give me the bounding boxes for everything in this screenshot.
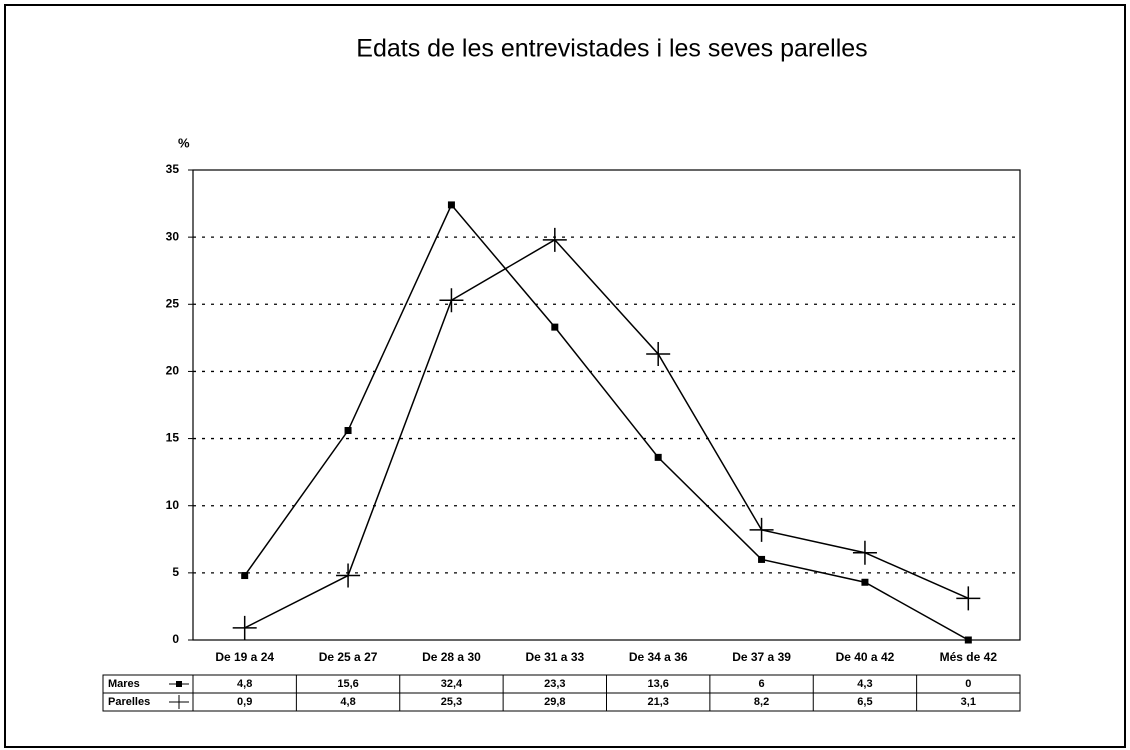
y-tick-label: 15 xyxy=(166,431,180,445)
table-cell: 23,3 xyxy=(544,678,565,690)
frame xyxy=(4,4,1126,748)
x-tick-label: Més de 42 xyxy=(940,650,998,664)
data-point xyxy=(542,227,567,252)
data-point xyxy=(344,427,352,435)
x-tick-label: De 25 a 27 xyxy=(319,650,378,664)
data-point xyxy=(447,201,455,209)
data-point xyxy=(336,563,361,588)
y-tick-label: 25 xyxy=(166,296,180,310)
table-cell: 25,3 xyxy=(441,696,462,708)
x-tick-label: De 19 a 24 xyxy=(215,650,274,664)
data-point xyxy=(749,517,774,542)
y-tick-label: 10 xyxy=(166,498,180,512)
data-point xyxy=(646,341,671,366)
table-cell: 3,1 xyxy=(961,696,976,708)
legend-marker xyxy=(176,681,182,687)
y-tick-label: 0 xyxy=(172,632,179,646)
y-tick-label: 5 xyxy=(172,565,179,579)
chart-title: Edats de les entrevistades i les seves p… xyxy=(356,35,867,63)
table-cell: 15,6 xyxy=(337,678,358,690)
x-tick-label: De 34 a 36 xyxy=(629,650,688,664)
table-cell: 6,5 xyxy=(857,696,872,708)
data-point xyxy=(758,555,766,563)
x-tick-label: De 28 a 30 xyxy=(422,650,481,664)
table-cell: 13,6 xyxy=(647,678,668,690)
x-tick-label: De 31 a 33 xyxy=(525,650,584,664)
table-cell: 0 xyxy=(965,678,971,690)
series-line xyxy=(244,238,969,629)
y-tick-label: 20 xyxy=(166,364,180,378)
legend-label: Parelles xyxy=(108,696,150,708)
data-point xyxy=(956,586,981,611)
x-tick-label: De 40 a 42 xyxy=(836,650,895,664)
table-cell: 4,3 xyxy=(857,678,872,690)
data-point xyxy=(241,572,249,580)
y-axis-label: % xyxy=(178,135,190,150)
table-cell: 32,4 xyxy=(441,678,463,690)
y-tick-label: 35 xyxy=(166,162,180,176)
data-point xyxy=(964,636,972,644)
table-cell: 8,2 xyxy=(754,696,769,708)
table-cell: 4,8 xyxy=(237,678,252,690)
table-cell: 6 xyxy=(759,678,765,690)
table-cell: 29,8 xyxy=(544,696,565,708)
data-point xyxy=(861,578,869,586)
x-tick-label: De 37 a 39 xyxy=(732,650,791,664)
table-cell: 4,8 xyxy=(340,696,355,708)
data-point xyxy=(654,453,662,461)
series-line xyxy=(244,203,969,641)
plot-area xyxy=(192,169,1021,641)
table-cell: 0,9 xyxy=(237,696,252,708)
data-point xyxy=(551,323,559,331)
data-point xyxy=(232,615,257,640)
table-cell: 21,3 xyxy=(647,696,668,708)
legend-label: Mares xyxy=(108,678,140,690)
data-point xyxy=(852,540,877,565)
table-row xyxy=(102,692,1021,712)
y-tick-label: 30 xyxy=(166,229,180,243)
data-point xyxy=(439,288,464,313)
